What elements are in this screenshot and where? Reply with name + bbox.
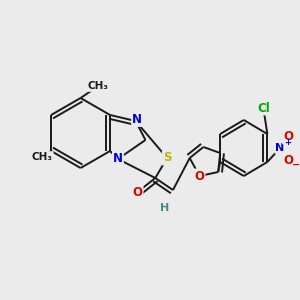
Text: O: O: [133, 185, 142, 199]
Text: N: N: [275, 143, 285, 153]
Text: −: −: [292, 160, 300, 170]
Text: O: O: [283, 130, 293, 143]
Text: Cl: Cl: [257, 101, 270, 115]
Text: N: N: [113, 152, 123, 166]
Text: O: O: [194, 169, 205, 182]
Text: CH₃: CH₃: [88, 81, 109, 91]
Text: +: +: [284, 138, 291, 147]
Text: S: S: [163, 152, 171, 164]
Text: N: N: [132, 113, 142, 126]
Text: CH₃: CH₃: [32, 152, 53, 162]
Text: O: O: [283, 154, 293, 166]
Text: H: H: [160, 203, 169, 213]
